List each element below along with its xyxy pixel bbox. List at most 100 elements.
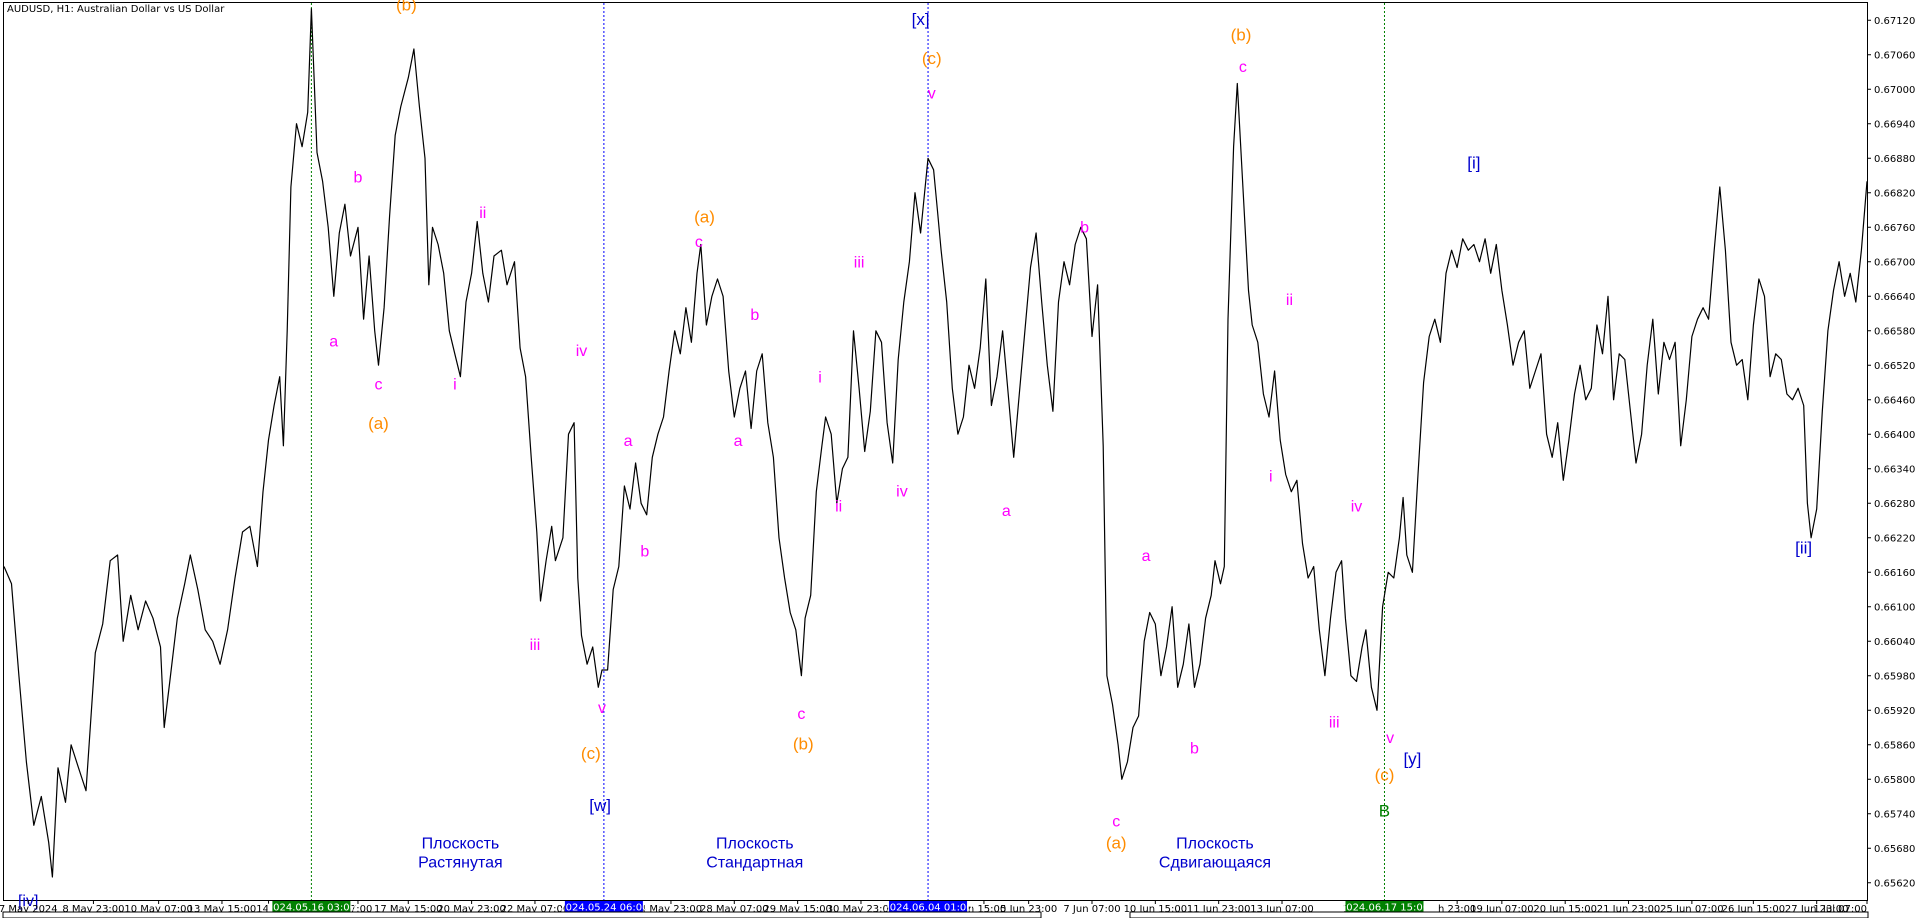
- wave-label: [i]: [1467, 154, 1480, 173]
- wave-label: b: [1190, 740, 1199, 757]
- wave-label: iv: [896, 483, 908, 500]
- y-tick-label: 0.66160: [1874, 568, 1915, 579]
- x-tick-label: 25 Jun 07:00: [1660, 904, 1724, 915]
- y-tick-label: 0.65680: [1874, 844, 1915, 855]
- wave-label: ii: [479, 205, 486, 222]
- wave-label: [w]: [589, 796, 611, 815]
- price-line: [3, 8, 1868, 878]
- x-tick-label: 17 May 15:00: [374, 904, 443, 915]
- pattern-annotation: Плоскость Сдвигающаяся: [1159, 835, 1271, 871]
- wave-label: ii: [835, 498, 842, 515]
- vline-date-marker-bg: [889, 901, 968, 913]
- x-tick-label: 4 May 23:00: [640, 904, 702, 915]
- bottom-scrollbar: [2, 911, 1869, 919]
- y-tick-label: 0.66340: [1874, 464, 1915, 475]
- wave-label: a: [734, 433, 743, 450]
- wave-label: b: [750, 307, 759, 324]
- wave-label: i: [453, 376, 457, 393]
- wave-label: b: [1080, 219, 1089, 236]
- y-axis: 0.67120 0.67060 0.67000 0.66940 0.66880 0.668…: [1867, 16, 1915, 889]
- wave-label: [ii]: [1795, 538, 1812, 557]
- wave-label: [y]: [1403, 749, 1421, 768]
- x-tick-label: 1 Jul 07:00: [1813, 904, 1867, 915]
- wave-label: c: [797, 706, 805, 723]
- x-tick-label: 21 Jun 23:00: [1597, 904, 1661, 915]
- y-tick-label: 0.66700: [1874, 257, 1915, 268]
- wave-label: a: [1002, 503, 1011, 520]
- scrollbar-track-left[interactable]: [2, 911, 1042, 919]
- vline-date-marker-label: 2024.05.16 03:00: [267, 903, 356, 914]
- x-tick-label: 20 Jun 15:00: [1533, 904, 1597, 915]
- wave-label: i: [818, 370, 822, 387]
- y-tick-label: 0.66640: [1874, 292, 1915, 303]
- x-tick-label: 19 Jun 07:00: [1470, 904, 1534, 915]
- wave-label: (c): [1375, 765, 1395, 784]
- vline-date-markers: 2024.05.16 03:00 2024.05.24 06:00 2024.06.…: [267, 901, 1429, 914]
- chart-title: AUDUSD, H1: Australian Dollar vs US Doll…: [7, 4, 225, 15]
- vline-date-marker-bg: [1345, 901, 1424, 913]
- vline-date-marker-bg: [564, 901, 643, 913]
- vertical-lines: [310, 3, 1385, 900]
- scrollbar-track-right[interactable]: [1129, 911, 1869, 919]
- wave-label: i: [1269, 468, 1273, 485]
- vline-date-marker-bg: [272, 901, 351, 913]
- annotation-line: Плоскость: [422, 835, 500, 852]
- pattern-annotation: Плоскость Стандартная: [706, 835, 803, 871]
- wave-label: b: [354, 169, 363, 186]
- annotation-line: Сдвигающаяся: [1159, 854, 1271, 871]
- x-tick-label: 7 May 2024: [0, 904, 58, 915]
- wave-label: (b): [1231, 25, 1252, 44]
- plot-frame: [3, 2, 1868, 901]
- x-tick-label: 14 M: [256, 904, 281, 915]
- x-tick-label: 20 May 23:00: [437, 904, 506, 915]
- wave-label: B: [1379, 802, 1390, 821]
- y-tick-label: 0.65860: [1874, 740, 1915, 751]
- wave-label: iii: [530, 637, 541, 654]
- x-tick-label: 13 Jun 07:00: [1250, 904, 1314, 915]
- wave-label: v: [1386, 730, 1394, 747]
- y-tick-label: 0.66520: [1874, 361, 1915, 372]
- wave-label: (c): [581, 744, 601, 763]
- price-series: [3, 8, 1868, 878]
- wave-label: iii: [854, 255, 865, 272]
- x-tick-label: h 23:00: [1438, 904, 1476, 915]
- wave-label: iii: [1329, 715, 1340, 732]
- x-tick-label: 11 Jun 23:00: [1187, 904, 1251, 915]
- y-tick-label: 0.67000: [1874, 85, 1915, 96]
- y-tick-label: 0.66280: [1874, 499, 1915, 510]
- y-tick-label: 0.66820: [1874, 188, 1915, 199]
- y-tick-label: 0.65620: [1874, 878, 1915, 889]
- wave-label: ii: [1286, 292, 1293, 309]
- y-tick-label: 0.66880: [1874, 154, 1915, 165]
- y-tick-label: 0.65920: [1874, 706, 1915, 717]
- y-tick-label: 0.66460: [1874, 395, 1915, 406]
- y-tick-label: 0.66400: [1874, 430, 1915, 441]
- y-tick-label: 0.65980: [1874, 671, 1915, 682]
- wave-label: c: [1112, 813, 1120, 830]
- x-tick-label: 27 Jun 23:00: [1785, 904, 1849, 915]
- wave-label: a: [624, 433, 633, 450]
- y-tick-label: 0.66940: [1874, 119, 1915, 130]
- vline-date-marker-label: 2024.05.24 06:00: [559, 903, 648, 914]
- wave-label: [x]: [912, 10, 930, 29]
- y-tick-label: 0.66040: [1874, 637, 1915, 648]
- wave-label: c: [1239, 59, 1247, 76]
- wave-label: (a): [368, 414, 389, 433]
- x-tick-label: 13 May 15:00: [188, 904, 257, 915]
- wave-label: v: [598, 700, 606, 717]
- wave-label: c: [695, 234, 703, 251]
- vline-date-marker-label: 2024.06.17 15:00: [1340, 903, 1429, 914]
- annotation-line: Плоскость: [716, 835, 794, 852]
- annotation-line: Плоскость: [1176, 835, 1254, 852]
- x-tick-label: 07:00: [344, 904, 373, 915]
- x-tick-label: un 15:00: [962, 904, 1007, 915]
- y-tick-label: 0.67060: [1874, 50, 1915, 61]
- x-tick-label: 30 May 23:00: [827, 904, 896, 915]
- wave-label: (c): [922, 49, 942, 68]
- wave-label: (b): [396, 0, 417, 14]
- vline-date-marker-label: 2024.06.04 01:00: [883, 903, 972, 914]
